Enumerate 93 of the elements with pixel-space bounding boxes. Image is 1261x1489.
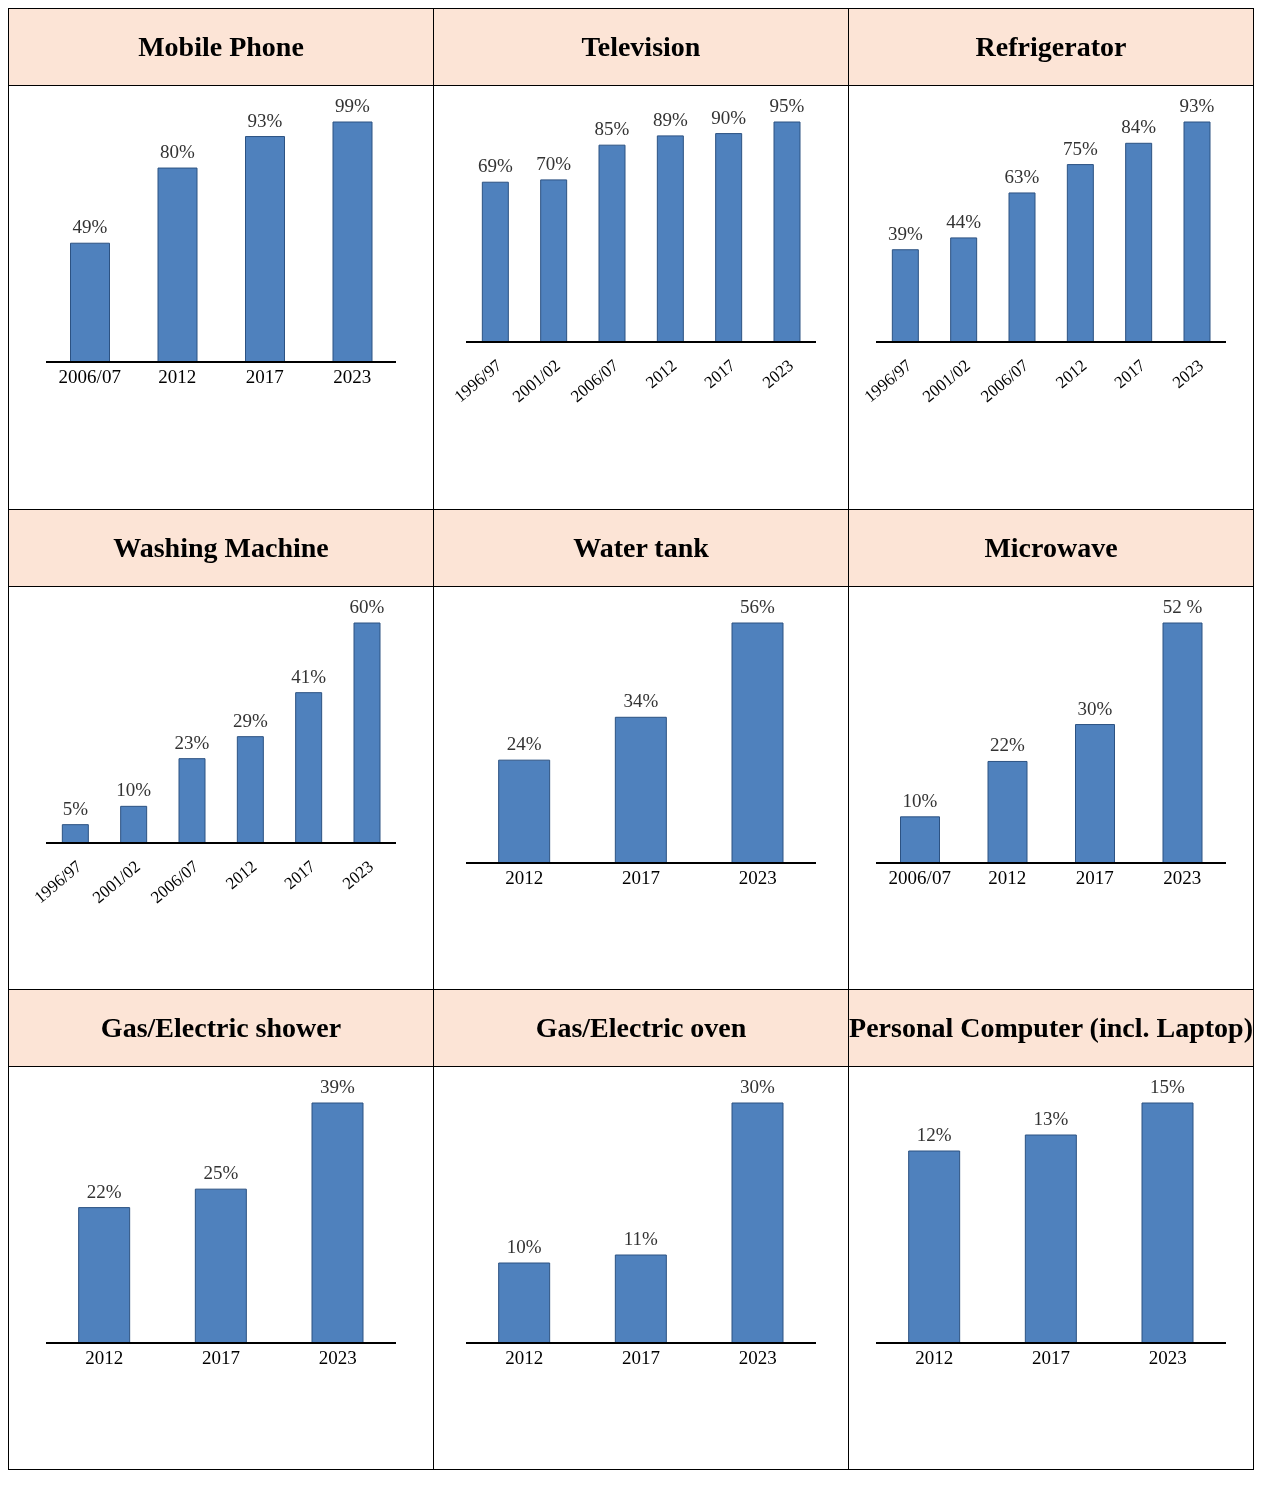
bar xyxy=(236,736,264,844)
bar xyxy=(900,816,940,864)
bar xyxy=(332,121,373,363)
x-tick-label: 2012 xyxy=(915,1347,954,1369)
x-tick-label: 2023 xyxy=(1148,1347,1187,1369)
bar xyxy=(1075,724,1115,864)
bar xyxy=(353,622,381,844)
chart-title: Personal Computer (incl. Laptop) xyxy=(849,990,1254,1067)
data-label: 15% xyxy=(1150,1076,1186,1097)
x-tick-label: 2012 xyxy=(158,366,197,388)
bar xyxy=(891,249,919,343)
data-label: 10% xyxy=(506,1236,542,1257)
data-label: 13% xyxy=(1033,1108,1069,1129)
bar xyxy=(481,181,509,343)
bar xyxy=(656,135,684,343)
x-tick-label: 2017 xyxy=(245,366,284,388)
data-label: 93% xyxy=(1179,95,1215,116)
chart-title: Refrigerator xyxy=(849,9,1254,86)
bar xyxy=(1125,142,1153,343)
bar xyxy=(1183,121,1211,343)
data-label: 49% xyxy=(72,216,108,238)
data-label: 84% xyxy=(1121,116,1157,138)
bar xyxy=(70,242,110,363)
data-label: 22% xyxy=(86,1180,122,1202)
data-label: 23% xyxy=(174,731,210,753)
bar xyxy=(1008,192,1036,343)
bar xyxy=(157,167,198,363)
data-label: 85% xyxy=(594,118,630,140)
x-tick-label: 2017 xyxy=(622,1347,660,1369)
bar xyxy=(950,237,978,343)
x-tick-label: 2023 xyxy=(333,366,372,388)
data-label: 89% xyxy=(652,108,688,130)
x-tick-label: 2023 xyxy=(738,1347,777,1369)
x-tick-label: 2017 xyxy=(1075,867,1114,889)
x-tick-label: 2012 xyxy=(988,867,1027,889)
chart-title: Microwave xyxy=(849,510,1254,587)
bar xyxy=(715,133,743,343)
data-label: 44% xyxy=(946,210,982,232)
x-tick-label: 2006/07 xyxy=(58,366,121,388)
data-label: 90% xyxy=(711,106,747,128)
data-label: 29% xyxy=(232,709,268,731)
data-label: 39% xyxy=(887,222,923,244)
chart-title: Mobile Phone xyxy=(9,9,434,86)
x-tick-label: 2023 xyxy=(1163,867,1202,889)
data-label: 11% xyxy=(623,1228,659,1249)
bar xyxy=(245,136,285,363)
x-tick-label: 2006/07 xyxy=(888,867,951,889)
data-label: 30% xyxy=(1077,697,1113,719)
x-tick-label: 2017 xyxy=(622,867,660,889)
data-label: 63% xyxy=(1004,165,1040,187)
data-label: 5% xyxy=(62,797,89,819)
bar xyxy=(540,179,568,343)
data-label: 24% xyxy=(506,733,542,755)
bar xyxy=(61,824,89,844)
data-label: 93% xyxy=(247,109,283,131)
x-tick-label: 2023 xyxy=(318,1347,357,1369)
data-label: 52 % xyxy=(1162,596,1203,617)
chart-title: Washing Machine xyxy=(9,510,434,587)
bar xyxy=(1162,622,1203,864)
data-label: 70% xyxy=(536,152,572,174)
chart-title: Gas/Electric shower xyxy=(9,990,434,1067)
data-label: 56% xyxy=(740,596,776,617)
data-label: 25% xyxy=(203,1162,239,1184)
bar xyxy=(598,144,626,343)
x-tick-label: 2017 xyxy=(202,1347,240,1369)
data-label: 10% xyxy=(116,779,152,801)
x-tick-label: 2012 xyxy=(505,1347,544,1369)
x-tick-label: 2012 xyxy=(505,867,544,889)
bar xyxy=(295,692,323,844)
data-label: 75% xyxy=(1062,137,1098,159)
chart-title: Television xyxy=(434,9,849,86)
bar xyxy=(120,805,148,844)
data-label: 10% xyxy=(902,789,938,811)
x-tick-label: 2017 xyxy=(1032,1347,1070,1369)
data-label: 95% xyxy=(769,95,805,116)
data-label: 34% xyxy=(623,690,659,712)
data-label: 41% xyxy=(291,665,327,687)
x-tick-label: 2012 xyxy=(85,1347,124,1369)
x-tick-label: 2023 xyxy=(738,867,777,889)
data-label: 22% xyxy=(990,734,1026,756)
bar xyxy=(987,760,1028,864)
bar xyxy=(178,758,206,844)
data-label: 39% xyxy=(320,1076,356,1097)
data-label: 12% xyxy=(916,1124,952,1145)
chart-title: Gas/Electric oven xyxy=(434,990,849,1067)
bar xyxy=(773,121,801,343)
data-label: 69% xyxy=(477,155,513,177)
data-label: 60% xyxy=(349,596,385,617)
bar xyxy=(1066,164,1094,343)
data-label: 30% xyxy=(740,1076,776,1097)
data-label: 99% xyxy=(335,95,371,116)
data-label: 80% xyxy=(160,141,196,163)
chart-title: Water tank xyxy=(434,510,849,587)
